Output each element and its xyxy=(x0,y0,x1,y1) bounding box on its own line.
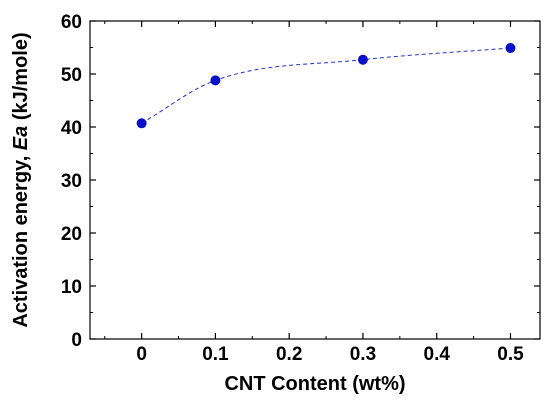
y-axis-title-symbol: Ea xyxy=(10,126,32,150)
data-point xyxy=(136,118,147,129)
data-points xyxy=(136,43,516,129)
x-tick-label: 0.1 xyxy=(202,344,229,365)
data-point xyxy=(505,43,516,54)
data-point xyxy=(357,54,368,65)
plot-frame xyxy=(89,20,541,340)
data-point xyxy=(210,75,221,86)
y-tick-label: 30 xyxy=(61,171,82,192)
x-tick-label: 0.2 xyxy=(276,344,302,365)
y-tick-label: 50 xyxy=(61,65,82,86)
y-axis-title: Activation energy, Ea (kJ/mole) xyxy=(10,32,32,327)
x-tick-label: 0 xyxy=(136,344,147,365)
y-axis-title-prefix: Activation energy, xyxy=(10,150,32,327)
x-axis-ticks: 0 0.1 0.2 0.3 0.4 0.5 xyxy=(104,21,524,365)
y-axis-ticks: 0 10 20 30 40 50 60 xyxy=(61,12,540,351)
y-tick-label: 20 xyxy=(61,224,82,245)
x-tick-label: 0.4 xyxy=(424,344,451,365)
x-tick-label: 0.3 xyxy=(350,344,376,365)
y-tick-label: 0 xyxy=(71,330,82,351)
x-axis-title: CNT Content (wt%) xyxy=(224,373,405,395)
x-tick-label: 0.5 xyxy=(497,344,524,365)
trend-line xyxy=(141,47,511,124)
y-tick-label: 40 xyxy=(61,118,82,139)
y-axis-title-unit: (kJ/mole) xyxy=(10,32,32,125)
y-tick-label: 10 xyxy=(61,277,82,298)
y-tick-label: 60 xyxy=(61,12,82,33)
